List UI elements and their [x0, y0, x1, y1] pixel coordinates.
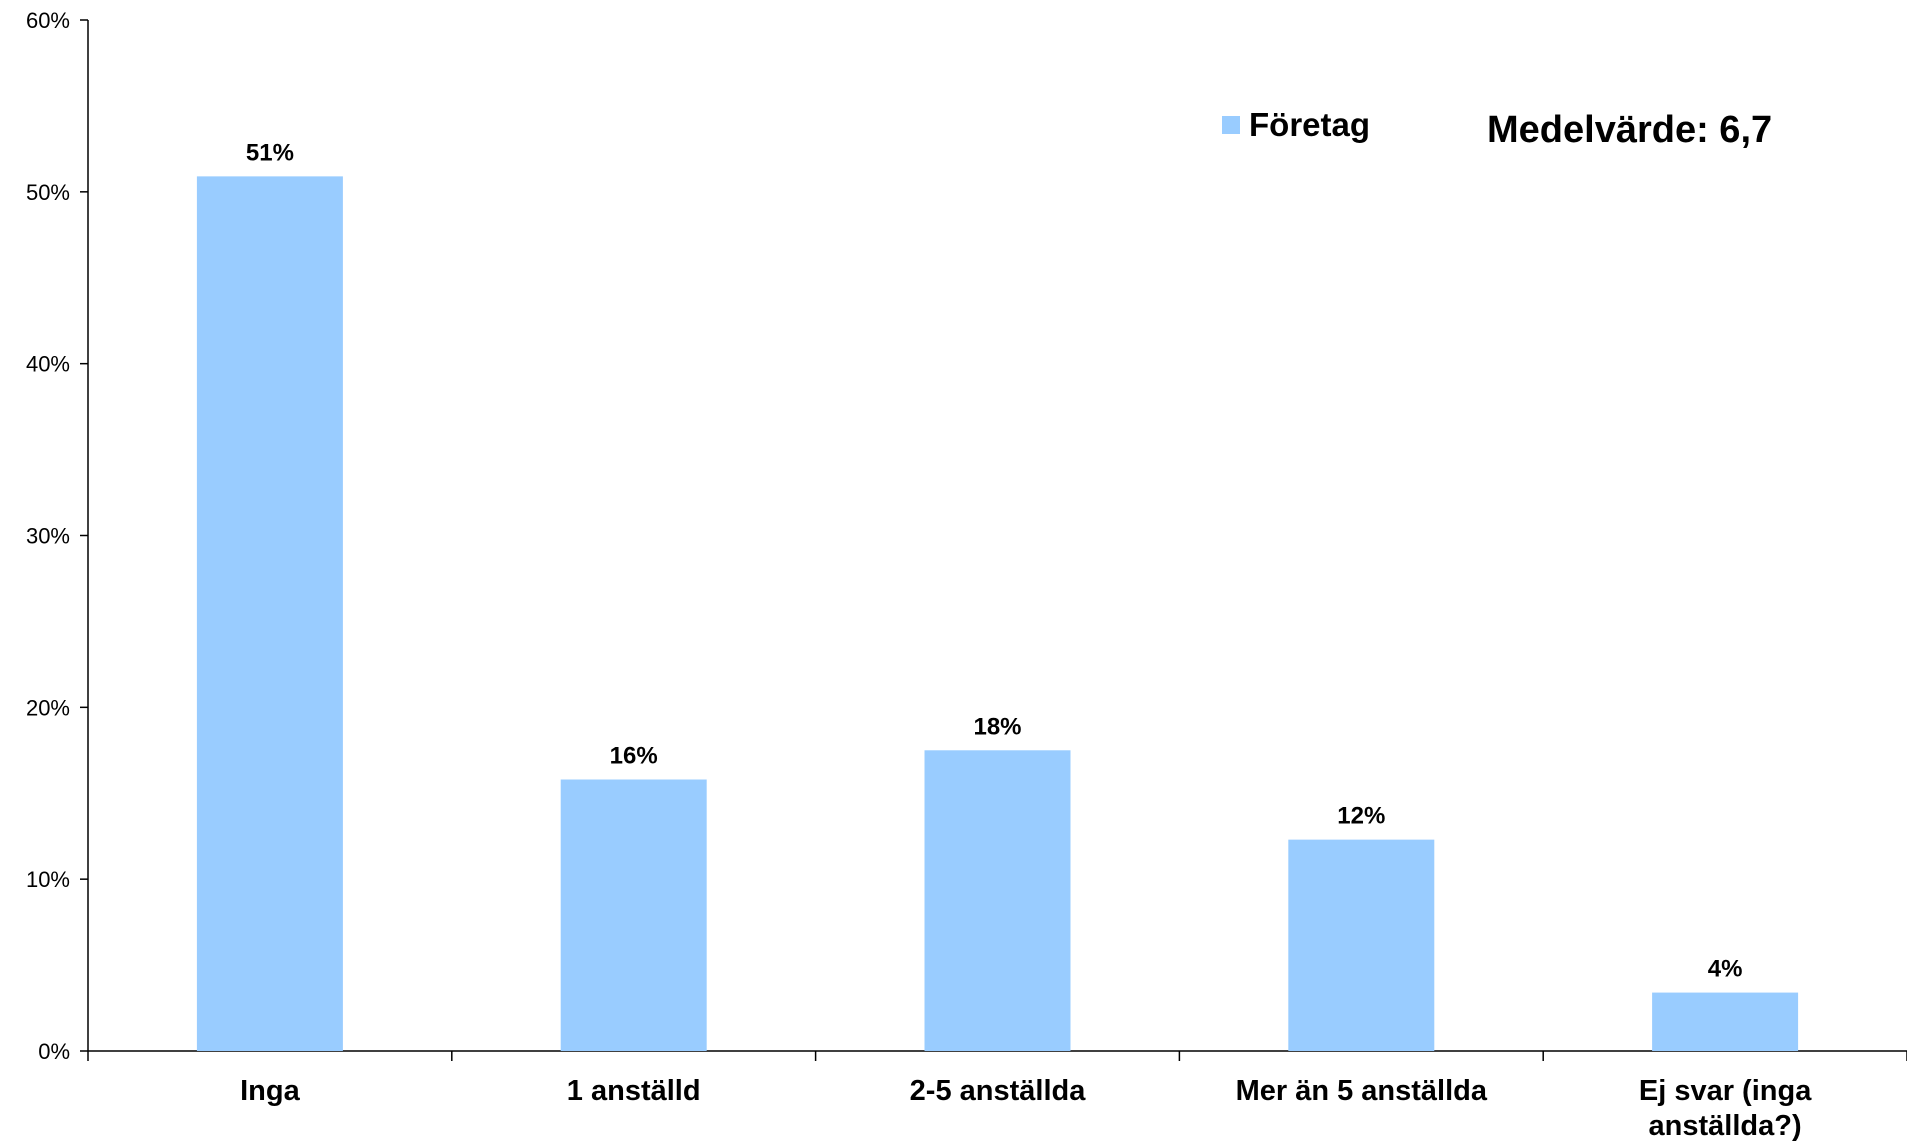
- category-label: 1 anställd: [567, 1075, 701, 1107]
- bar: [1652, 992, 1799, 1051]
- y-axis: 0% 10% 20% 30% 40% 50% 60%: [26, 8, 89, 1064]
- y-tick-label: 60%: [26, 8, 70, 33]
- bar: [924, 750, 1071, 1051]
- y-tick-label: 50%: [26, 180, 70, 205]
- y-tick-label: 0%: [38, 1039, 70, 1064]
- data-label: 18%: [973, 713, 1021, 740]
- x-axis: [87, 1050, 1907, 1061]
- data-label: 12%: [1337, 803, 1385, 830]
- data-label: 16%: [610, 743, 658, 770]
- data-label: 51%: [246, 139, 294, 166]
- bar: [1288, 839, 1435, 1051]
- category-labels: Inga 1 anställd 2-5 anställda Mer än 5 anst…: [240, 1075, 1812, 1142]
- data-labels: 51% 16% 18% 12% 4%: [246, 139, 1743, 982]
- category-label: 2-5 anställda: [910, 1075, 1087, 1107]
- y-tick-label: 10%: [26, 867, 70, 892]
- bar: [196, 176, 343, 1051]
- category-label: Mer än 5 anställda: [1236, 1075, 1488, 1107]
- data-label: 4%: [1708, 956, 1743, 983]
- category-label: anställda?): [1649, 1110, 1802, 1142]
- category-label: Inga: [240, 1075, 300, 1107]
- mean-annotation: Medelvärde: 6,7: [1487, 109, 1772, 151]
- y-tick-label: 20%: [26, 695, 70, 720]
- bar: [560, 779, 707, 1051]
- legend: Företag: [1222, 106, 1370, 143]
- legend-label: Företag: [1249, 106, 1370, 143]
- legend-swatch: [1222, 116, 1240, 134]
- y-tick-label: 30%: [26, 524, 70, 549]
- y-tick-label: 40%: [26, 352, 70, 377]
- bars: [196, 176, 1799, 1051]
- category-label: Ej svar (inga: [1639, 1075, 1812, 1107]
